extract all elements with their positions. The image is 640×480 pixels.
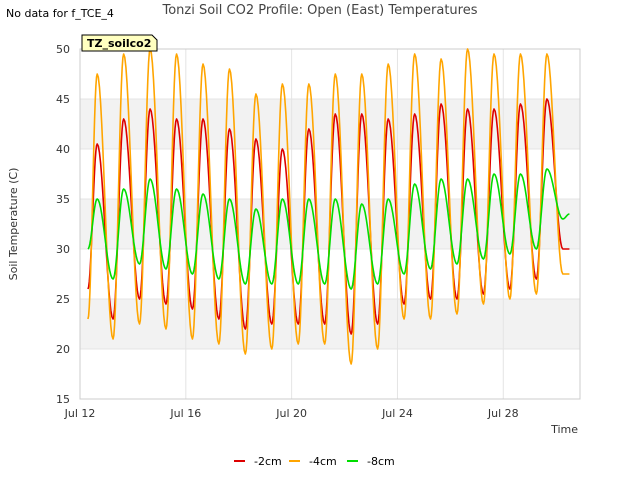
legend: -2cm -4cm -8cm [234,455,395,468]
series-line-8cmcm [87,168,570,290]
plot-frame [79,48,581,400]
band-0 [80,299,580,349]
x-tick-label: Jul 12 [64,407,96,420]
y-tick-label: 35 [56,193,70,206]
y-tick-label: 15 [56,393,70,406]
legend-label: -4cm [309,455,337,468]
y-tick-label: 30 [56,243,70,256]
no-data-note: No data for f_TCE_4 [6,7,114,20]
y-tick-label: 25 [56,293,70,306]
x-tick-label: Jul 24 [381,407,413,420]
y-tick-label: 40 [56,143,70,156]
site-label: TZ_soilco2 [87,37,151,50]
series-line-4cmcm [87,48,570,365]
legend-label: -8cm [367,455,395,468]
x-tick-label: Jul 20 [275,407,307,420]
chart-title: Tonzi Soil CO2 Profile: Open (East) Temp… [162,3,478,18]
x-axis-label: Time [550,423,578,436]
x-tick-label: Jul 16 [169,407,201,420]
site-label-box: TZ_soilco2 [81,34,158,52]
y-axis-label: Soil Temperature (C) [7,168,20,281]
x-tick-label: Jul 28 [487,407,519,420]
y-tick-label: 50 [56,43,70,56]
y-tick-label: 20 [56,343,70,356]
legend-label: -2cm [254,455,282,468]
y-tick-label: 45 [56,93,70,106]
